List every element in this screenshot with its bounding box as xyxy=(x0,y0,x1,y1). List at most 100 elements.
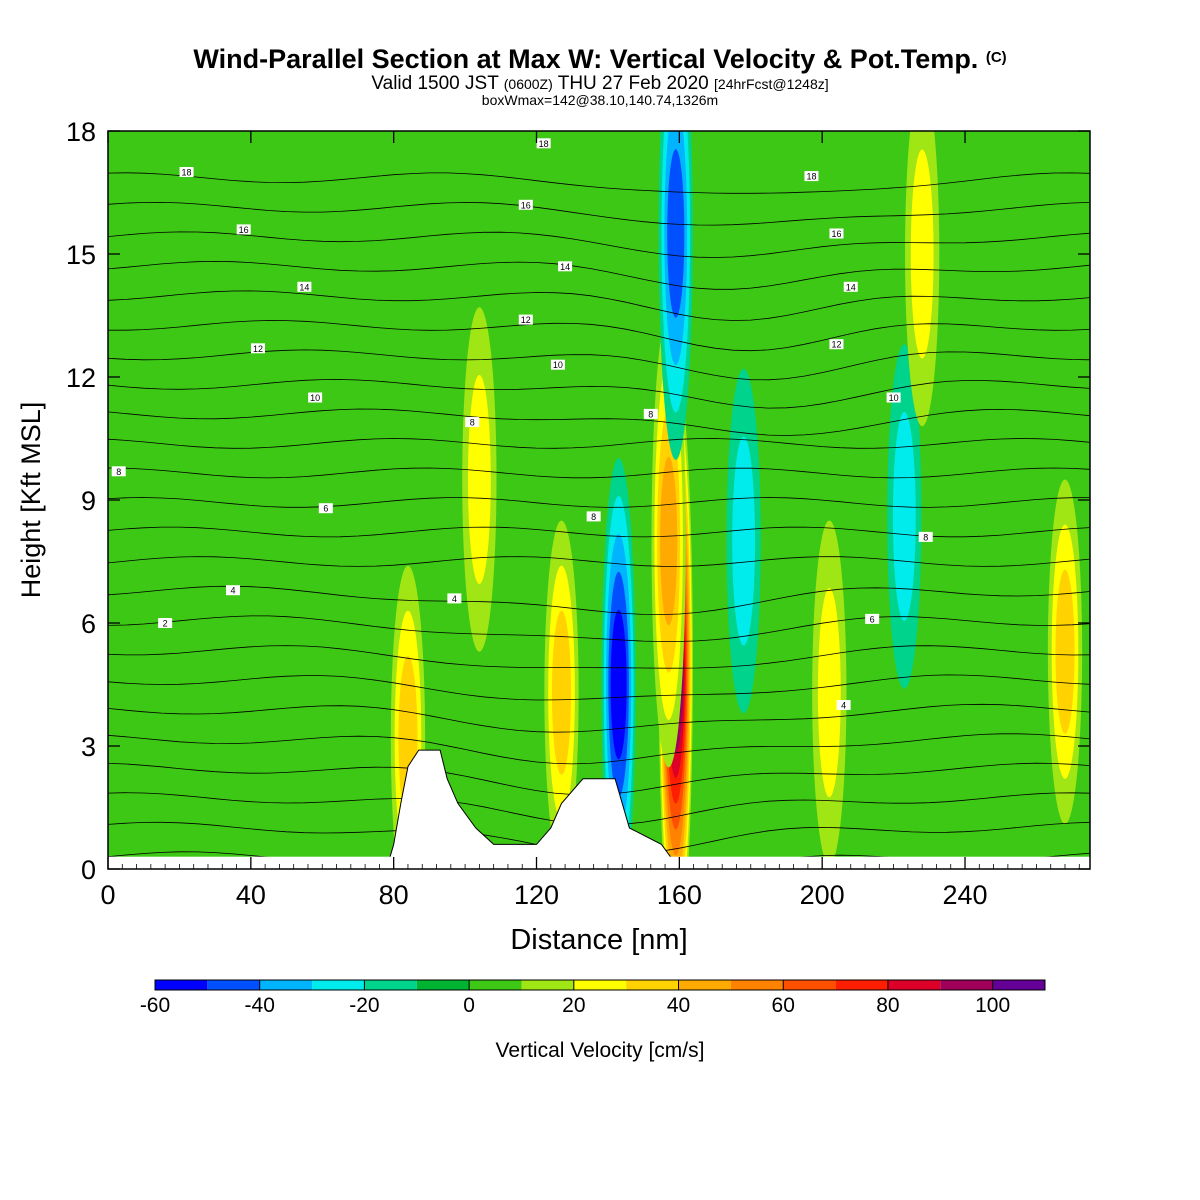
colorbar-swatch xyxy=(573,980,627,990)
chart-title: Wind-Parallel Section at Max W: Vertical… xyxy=(193,44,1007,74)
contour-label: 18 xyxy=(804,171,819,182)
contour-label-bg xyxy=(318,503,333,514)
theta-contour-line xyxy=(108,201,1090,226)
contour-label-bg xyxy=(550,359,565,370)
chart-subtitle: Valid 1500 JST (0600Z) THU 27 Feb 2020 [… xyxy=(371,73,829,94)
contour-label-bg xyxy=(536,138,551,149)
theta-contour-line xyxy=(108,408,1090,436)
contour-label-bg xyxy=(586,511,601,522)
colorbar-tick-label: 80 xyxy=(876,994,899,1017)
contour-label-text: 8 xyxy=(470,418,475,428)
colorbar-swatch xyxy=(207,980,260,990)
velocity-band xyxy=(660,456,678,626)
theta-contour-line xyxy=(108,556,1090,567)
contour-label-bg xyxy=(865,613,880,624)
contour-label-text: 10 xyxy=(889,393,899,403)
contour-label: 18 xyxy=(179,167,194,178)
contour-label: 8 xyxy=(918,531,933,542)
x-tick-label: 0 xyxy=(100,880,115,910)
contour-label-bg xyxy=(225,585,240,596)
contour-label-text: 12 xyxy=(831,340,841,350)
contour-label: 14 xyxy=(297,281,312,292)
contour-label-bg xyxy=(518,199,533,210)
colorbar-tick-label: 0 xyxy=(463,994,475,1017)
colorbar-swatch xyxy=(155,980,208,990)
y-tick-label: 6 xyxy=(81,609,96,639)
x-axis-label: Distance [nm] xyxy=(510,924,687,956)
contour-label-bg xyxy=(447,593,462,604)
x-tick-label: 40 xyxy=(236,880,266,910)
contour-label: 8 xyxy=(586,511,601,522)
contour-label: 8 xyxy=(643,408,658,419)
contour-label-text: 2 xyxy=(163,619,168,629)
velocity-band xyxy=(551,610,572,775)
chart-box-info: boxWmax=142@38.10,140.74,1326m xyxy=(481,92,719,108)
colorbar-swatch xyxy=(783,980,836,990)
contour-label-text: 16 xyxy=(831,229,841,239)
theta-contour-line xyxy=(108,320,1090,352)
contour-label-text: 18 xyxy=(806,172,816,182)
contour-label-bg xyxy=(518,314,533,325)
theta-contour-line xyxy=(108,615,1090,642)
contour-label: 12 xyxy=(518,314,533,325)
velocity-feature xyxy=(726,368,761,714)
contour-label-text: 8 xyxy=(116,467,121,477)
contour-label-text: 10 xyxy=(553,360,563,370)
theta-contour-line xyxy=(108,497,1090,508)
velocity-band xyxy=(610,609,627,760)
velocity-band xyxy=(667,149,685,318)
contour-label-bg xyxy=(843,281,858,292)
colorbar-swatch xyxy=(992,980,1045,990)
colorbar-swatch xyxy=(678,980,731,990)
y-tick-label: 12 xyxy=(66,363,96,393)
colorbar: -60 -40 -20 0 20 40 60 80 100 Vertical Velocity [… xyxy=(140,979,1046,1062)
theta-contour-line xyxy=(108,260,1090,290)
contour-label: 8 xyxy=(465,417,480,428)
colorbar-tick-label: -20 xyxy=(349,994,379,1017)
contour-label: 18 xyxy=(536,138,551,149)
theta-contour-line xyxy=(108,172,1090,194)
x-tick-label: 240 xyxy=(942,880,987,910)
terrain xyxy=(107,749,1090,870)
contour-labels: 18 16 14 12 10 8 8 6 4 2 4 18 16 14 12 10 8 8 18 16 14 12 10 8 6… xyxy=(111,138,933,711)
contour-label-bg xyxy=(250,343,265,354)
colorbar-swatch xyxy=(887,980,941,990)
y-tick-label: 3 xyxy=(81,732,96,762)
velocity-band xyxy=(910,149,934,359)
contour-label-text: 14 xyxy=(846,282,856,292)
contour-label-text: 12 xyxy=(521,315,531,325)
contour-label-text: 16 xyxy=(239,225,249,235)
y-tick-label: 9 xyxy=(81,486,96,516)
velocity-band xyxy=(1055,569,1075,734)
colorbar-label: Vertical Velocity [cm/s] xyxy=(496,1039,705,1062)
y-tick-label: 18 xyxy=(66,117,96,147)
contour-label: 6 xyxy=(865,613,880,624)
contour-label-text: 16 xyxy=(521,200,531,210)
theta-contour-line xyxy=(108,703,1090,733)
contour-label-bg xyxy=(829,339,844,350)
contour-label: 16 xyxy=(829,228,844,239)
contour-label-bg xyxy=(918,531,933,542)
x-tick-label: 200 xyxy=(800,880,845,910)
contour-label-text: 4 xyxy=(452,594,457,604)
contour-label-bg xyxy=(643,408,658,419)
velocity-band xyxy=(817,588,841,798)
contour-label-text: 18 xyxy=(182,168,192,178)
colorbar-swatch xyxy=(940,980,993,990)
plot-background xyxy=(108,131,1090,869)
contour-label: 12 xyxy=(829,339,844,350)
contour-label-text: 14 xyxy=(299,282,309,292)
contour-label-bg xyxy=(836,700,851,710)
contour-label-text: 18 xyxy=(539,139,549,149)
x-tick-label: 120 xyxy=(514,880,559,910)
contour-label-text: 4 xyxy=(841,701,846,711)
theta-contour-line xyxy=(108,674,1090,701)
contour-label: 10 xyxy=(550,359,565,370)
colorbar-tick-label: 20 xyxy=(562,994,585,1017)
contour-label: 10 xyxy=(308,392,323,403)
contour-label-bg xyxy=(308,392,323,403)
y-axis-label: Height [Kft MSL] xyxy=(16,402,46,599)
contour-label: 4 xyxy=(447,593,462,604)
ground-strip xyxy=(108,856,1090,869)
